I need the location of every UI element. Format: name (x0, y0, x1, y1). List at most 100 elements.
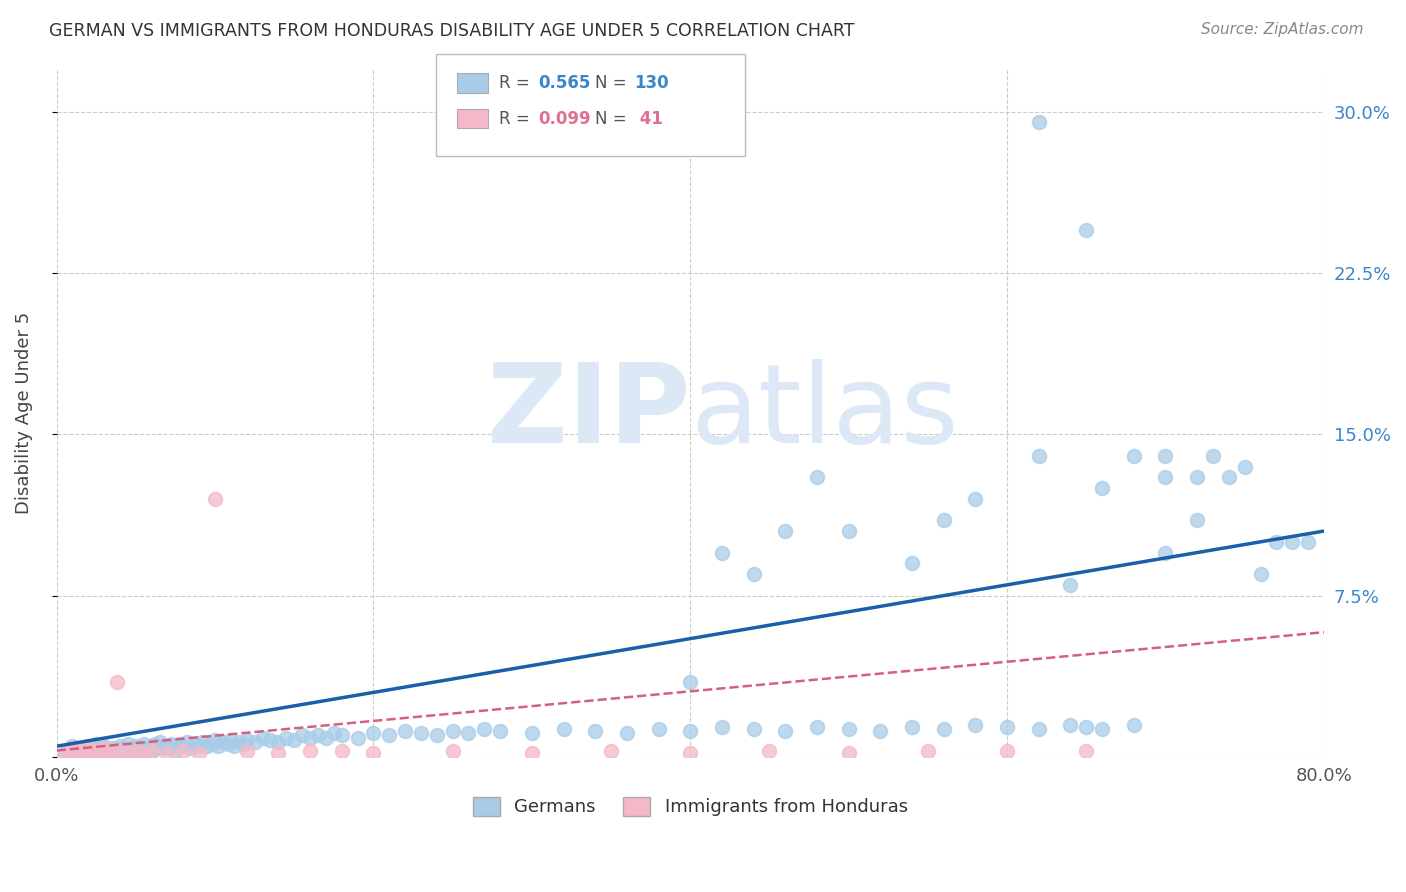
Point (965, 491, 987, 506)
Point (69, 743, 91, 757)
Point (276, 731, 298, 745)
Point (520, 726, 543, 740)
Point (1028, 722, 1050, 736)
Point (69, 741, 91, 756)
Point (84, 746, 107, 760)
Point (165, 743, 187, 757)
Text: R =: R = (499, 74, 536, 92)
Point (62, 741, 84, 756)
Point (77, 739, 100, 754)
Point (191, 735, 214, 749)
Point (616, 726, 638, 740)
Point (62, 739, 84, 754)
Point (1250, 567, 1272, 582)
Point (775, 524, 797, 538)
Point (93, 739, 115, 754)
Point (322, 726, 344, 740)
Point (441, 743, 464, 757)
Point (80, 743, 103, 757)
Point (143, 737, 166, 751)
Point (1076, 223, 1098, 237)
Point (307, 728, 329, 742)
Point (330, 743, 353, 757)
Point (1028, 115, 1050, 129)
Point (1265, 534, 1288, 549)
Text: 41: 41 (634, 110, 664, 128)
Point (1122, 449, 1144, 463)
Point (148, 741, 170, 756)
Point (172, 739, 194, 754)
Point (58, 743, 80, 757)
Point (121, 741, 143, 756)
Point (1059, 578, 1081, 592)
Point (228, 735, 250, 749)
Point (267, 746, 290, 760)
Text: ZIP: ZIP (486, 359, 690, 467)
Point (53, 746, 76, 760)
Point (1202, 449, 1225, 463)
Point (141, 743, 163, 757)
Point (457, 726, 479, 740)
Point (172, 743, 194, 757)
Point (125, 743, 148, 757)
Point (600, 743, 623, 757)
Point (243, 735, 266, 749)
Point (188, 746, 211, 760)
Point (489, 724, 512, 739)
Point (132, 737, 155, 751)
Point (156, 746, 179, 760)
Text: Source: ZipAtlas.com: Source: ZipAtlas.com (1201, 22, 1364, 37)
Point (1091, 481, 1114, 495)
Point (156, 741, 179, 756)
Point (742, 722, 765, 736)
Point (141, 743, 163, 757)
Point (1185, 470, 1208, 484)
Point (58, 743, 80, 757)
Point (647, 722, 669, 736)
Point (93, 741, 115, 756)
Point (299, 731, 322, 745)
Point (1076, 743, 1098, 757)
Point (117, 743, 139, 757)
Point (472, 722, 495, 736)
Point (235, 743, 257, 757)
Text: 130: 130 (634, 74, 669, 92)
Point (201, 737, 224, 751)
Point (69, 746, 91, 760)
Point (176, 735, 198, 749)
Point (53, 746, 76, 760)
Point (995, 720, 1018, 734)
Point (346, 731, 368, 745)
Point (299, 743, 322, 757)
Point (195, 739, 218, 754)
Point (101, 746, 124, 760)
Point (742, 567, 765, 582)
Text: 0.099: 0.099 (538, 110, 591, 128)
Point (159, 737, 181, 751)
Point (105, 743, 128, 757)
Point (710, 545, 733, 559)
Point (108, 739, 131, 754)
Text: N =: N = (595, 74, 631, 92)
Point (775, 724, 797, 739)
Point (710, 720, 733, 734)
Point (901, 720, 924, 734)
Point (315, 731, 337, 745)
Point (232, 737, 254, 751)
Point (93, 746, 115, 760)
Point (141, 739, 163, 754)
Point (117, 746, 139, 760)
Point (62, 746, 84, 760)
Point (1059, 717, 1081, 731)
Text: N =: N = (595, 110, 631, 128)
Point (553, 722, 575, 736)
Point (932, 722, 955, 736)
Point (180, 741, 202, 756)
Point (426, 728, 449, 742)
Point (93, 746, 115, 760)
Point (1281, 534, 1303, 549)
Point (108, 743, 131, 757)
Point (169, 737, 191, 751)
Point (267, 735, 290, 749)
Point (838, 746, 860, 760)
